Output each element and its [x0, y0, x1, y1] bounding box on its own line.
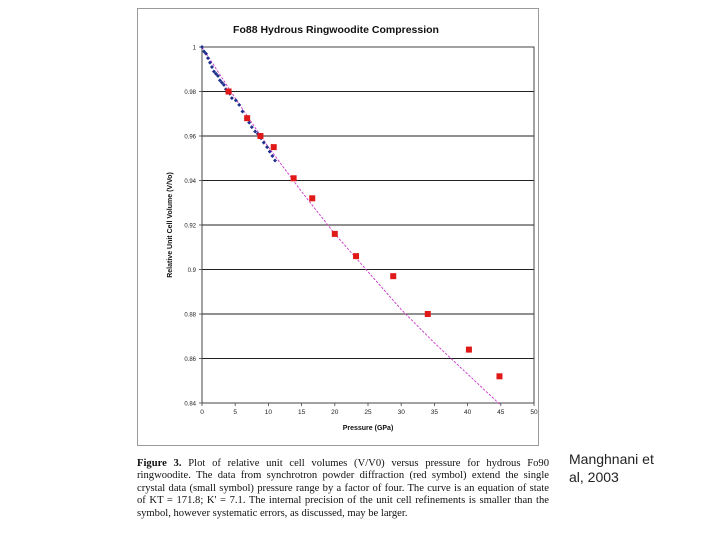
synchrotron-point: [353, 253, 360, 260]
y-tick-label: 0.96: [184, 135, 196, 141]
y-tick-label: 0.92: [184, 224, 196, 230]
x-tick-label: 50: [530, 409, 538, 416]
single-crystal-point: [240, 109, 245, 114]
x-tick-label: 35: [431, 409, 439, 416]
synchrotron-point: [270, 144, 277, 151]
single-crystal-point: [253, 129, 258, 134]
x-tick-label: 30: [398, 409, 406, 416]
y-tick-label: 0.88: [184, 313, 196, 319]
x-tick-label: 15: [298, 409, 306, 416]
single-crystal-point: [247, 120, 252, 125]
x-tick-label: 25: [364, 409, 372, 416]
single-crystal-point: [219, 80, 224, 85]
x-tick-label: 20: [331, 409, 339, 416]
synchrotron-point: [309, 195, 316, 202]
single-crystal-point: [205, 56, 210, 61]
figure-caption: Figure 3. Plot of relative unit cell vol…: [137, 458, 549, 520]
synchrotron-point: [257, 133, 264, 139]
synchrotron-point: [290, 175, 297, 182]
x-axis-ticks: 0 5 10 15 20 25 30 35 40 45 50: [200, 403, 538, 416]
single-crystal-point: [265, 145, 270, 150]
synchrotron-point: [465, 346, 472, 353]
y-tick-label: 0.9: [188, 268, 197, 274]
single-crystal-point: [273, 158, 278, 163]
y-tick-label: 0.86: [184, 357, 196, 363]
y-tick-label: 1: [193, 46, 197, 52]
x-tick-label: 5: [233, 409, 237, 416]
caption-text: Plot of relative unit cell volumes (V/V0…: [137, 458, 549, 519]
synchrotron-point: [390, 273, 397, 280]
single-crystal-point: [233, 98, 238, 103]
single-crystal-point: [221, 82, 226, 87]
single-crystal-point: [215, 73, 220, 78]
y-tick-label: 0.84: [184, 402, 196, 408]
y-axis-label: Relative Unit Cell Volume (V/Vo): [167, 172, 174, 278]
synchrotron-point: [331, 230, 338, 237]
single-crystal-point: [200, 45, 204, 49]
eos-fit-curve: [201, 46, 502, 406]
x-tick-label: 40: [464, 409, 472, 416]
x-axis-label: Pressure (GPa): [343, 425, 394, 432]
figure-frame: Fo88 Hydrous Ringwoodite Compression 0.8…: [137, 8, 539, 446]
x-tick-label: 0: [200, 409, 204, 416]
y-axis-ticks: 0.84 0.86 0.88 0.9 0.92 0.94 0.96 0.98 1: [184, 46, 202, 408]
synchrotron-point: [244, 115, 251, 122]
single-crystal-point: [270, 154, 275, 159]
single-crystal-point: [217, 78, 222, 83]
single-crystal-point: [209, 65, 214, 70]
citation: Manghnani et al, 2003: [569, 450, 709, 486]
single-crystal-point: [261, 140, 266, 145]
data-points: [200, 45, 503, 380]
single-crystal-point: [203, 51, 208, 56]
single-crystal-point: [237, 102, 242, 107]
single-crystal-point: [211, 69, 216, 74]
y-tick-label: 0.98: [184, 90, 196, 96]
single-crystal-point: [229, 96, 234, 101]
synchrotron-point: [225, 88, 232, 95]
citation-line-1: Manghnani et: [569, 451, 654, 467]
y-tick-label: 0.94: [184, 179, 196, 185]
citation-line-2: al, 2003: [569, 469, 619, 485]
single-crystal-point: [207, 60, 212, 65]
single-crystal-point: [201, 49, 206, 54]
single-crystal-point: [267, 149, 272, 154]
gridlines: [202, 91, 534, 359]
single-crystal-point: [249, 125, 254, 130]
x-tick-label: 45: [497, 409, 505, 416]
caption-figure-label: Figure 3.: [137, 458, 182, 469]
x-tick-label: 10: [265, 409, 273, 416]
compression-chart: Fo88 Hydrous Ringwoodite Compression 0.8…: [167, 24, 538, 432]
synchrotron-point: [424, 311, 431, 317]
chart-title: Fo88 Hydrous Ringwoodite Compression: [233, 24, 439, 36]
synchrotron-point: [496, 373, 503, 380]
single-crystal-point: [213, 71, 218, 76]
